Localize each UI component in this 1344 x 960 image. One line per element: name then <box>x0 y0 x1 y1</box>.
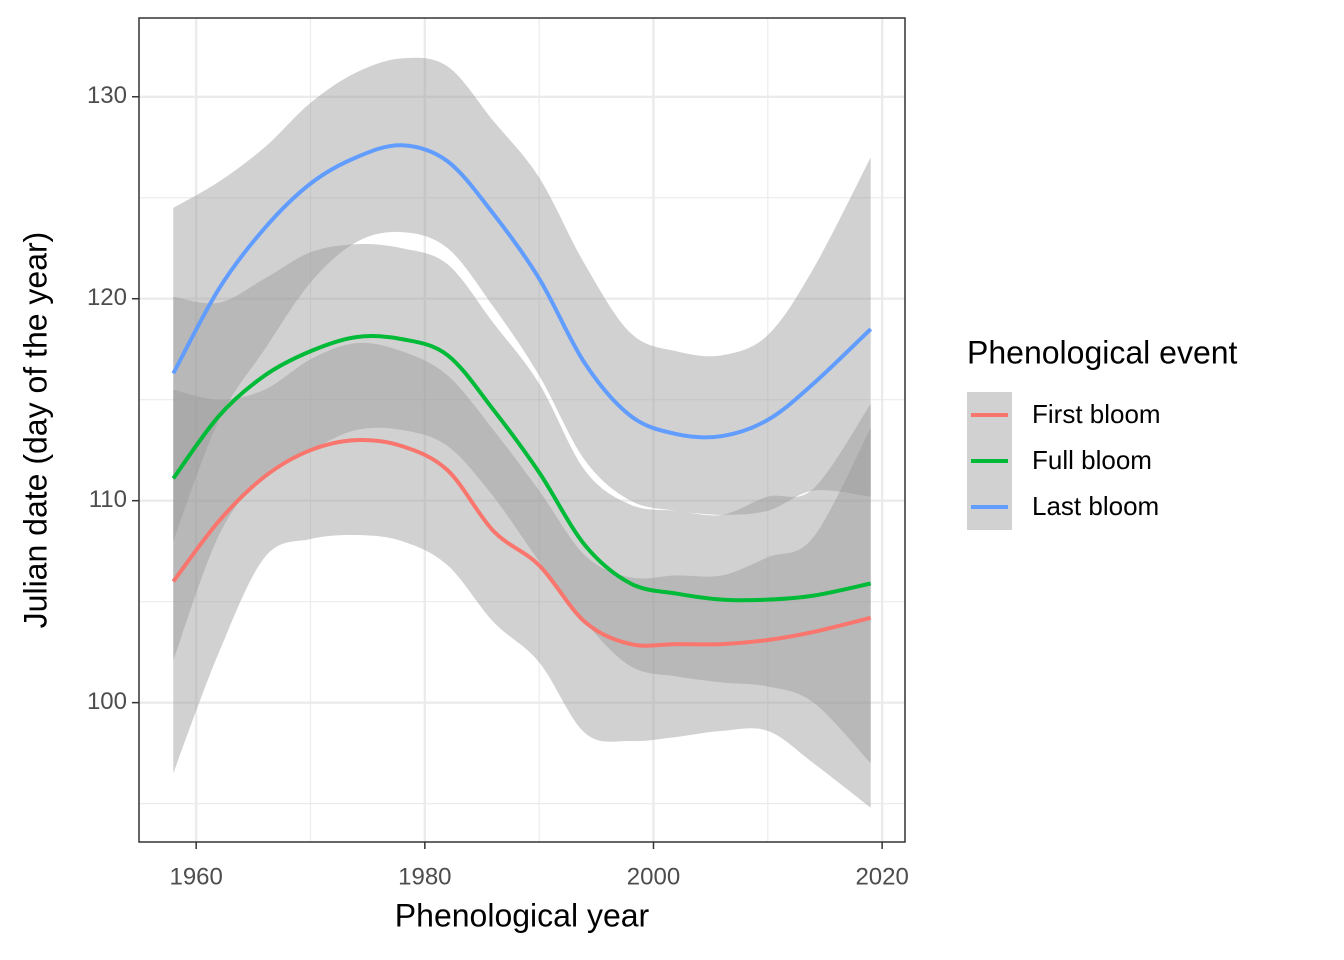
y-tick-label: 110 <box>89 486 127 513</box>
panel-border <box>138 17 906 843</box>
y-axis-title: Julian date (day of the year) <box>17 232 53 629</box>
x-tick-label: 1980 <box>398 863 451 890</box>
x-tick-label: 2000 <box>627 863 680 890</box>
confidence-ribbon <box>173 342 871 808</box>
legend-title: Phenological event <box>967 334 1238 370</box>
series-line <box>171 334 872 603</box>
panel-background <box>139 18 905 842</box>
series-line <box>171 143 873 440</box>
legend-label: Full bloom <box>1032 445 1152 475</box>
legend-label: Last bloom <box>1032 491 1159 521</box>
x-tick-label: 1960 <box>169 863 222 890</box>
x-axis-title: Phenological year <box>395 897 650 933</box>
confidence-ribbon <box>173 244 871 764</box>
series-line <box>171 437 872 648</box>
y-tick-label: 130 <box>87 82 127 109</box>
y-tick-label: 120 <box>87 284 127 311</box>
confidence-ribbon <box>173 57 871 542</box>
y-tick-label: 100 <box>87 688 127 715</box>
legend-label: First bloom <box>1032 399 1161 429</box>
x-tick-label: 2020 <box>855 863 908 890</box>
